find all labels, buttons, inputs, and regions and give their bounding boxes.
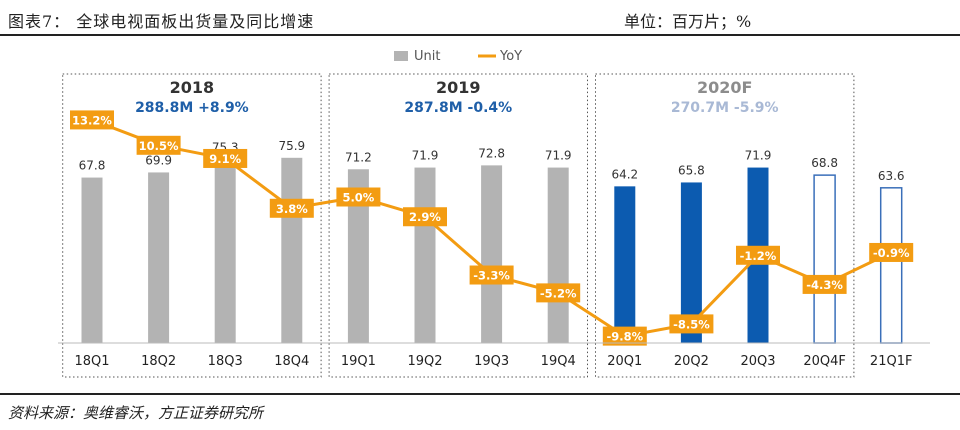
bar-value-19Q2: 71.9 <box>412 149 439 163</box>
yoy-label-box-18Q3 <box>203 148 248 168</box>
yoy-label-box-18Q1 <box>70 110 114 130</box>
yoy-label-box-19Q2 <box>403 207 447 227</box>
figure-title: 图表7： 全球电视面板出货量及同比增速 <box>8 12 315 31</box>
x-tick-18Q4: 18Q4 <box>274 354 309 369</box>
bar-value-20Q2: 65.8 <box>678 163 705 177</box>
yoy-label-21Q1F: -0.9% <box>873 246 910 260</box>
bar-19Q4 <box>547 167 569 343</box>
yoy-label-19Q1: 5.0% <box>342 191 374 205</box>
group-year-label: 2018 <box>170 78 215 97</box>
yoy-label-18Q3: 9.1% <box>209 152 241 166</box>
yoy-label-box-19Q3 <box>469 265 514 285</box>
group-total-growth: 270.7M -5.9% <box>671 100 779 116</box>
yoy-label-19Q4: -5.2% <box>540 286 577 300</box>
yoy-label-box-20Q4F <box>802 274 847 294</box>
bar-value-20Q4F: 68.8 <box>811 156 838 170</box>
bar-value-19Q4: 71.9 <box>545 149 572 163</box>
yoy-label-box-20Q1 <box>602 326 647 346</box>
yoy-label-box-20Q3 <box>736 245 780 265</box>
yoy-label-20Q4F: -4.3% <box>806 278 843 292</box>
bar-value-18Q2: 69.9 <box>145 153 172 167</box>
x-tick-19Q3: 19Q3 <box>474 354 509 369</box>
group-year-label: 2020F <box>697 78 752 97</box>
source-note: 资料来源：奥维睿沃，方正证券研究所 <box>8 404 264 422</box>
x-tick-19Q2: 19Q2 <box>407 354 442 369</box>
top-rule <box>0 34 960 36</box>
bar-value-19Q1: 71.2 <box>345 150 372 164</box>
yoy-label-19Q2: 2.9% <box>409 210 441 224</box>
legend-unit-label: Unit <box>414 49 440 64</box>
bar-value-20Q3: 71.9 <box>745 149 772 163</box>
x-tick-20Q1: 20Q1 <box>607 354 642 369</box>
figure-header: 图表7： 全球电视面板出货量及同比增速 单位：百万片；% <box>0 0 960 34</box>
bar-value-19Q3: 72.8 <box>478 146 505 160</box>
group-total-growth: 287.8M -0.4% <box>404 100 512 116</box>
bar-20Q2 <box>680 182 702 343</box>
bottom-rule <box>0 393 960 395</box>
legend-unit-swatch <box>394 51 408 61</box>
bar-19Q3 <box>481 165 503 343</box>
yoy-label-box-20Q2 <box>669 314 714 334</box>
bar-19Q1 <box>347 169 369 343</box>
x-tick-19Q1: 19Q1 <box>341 354 376 369</box>
bar-20Q1 <box>614 186 636 343</box>
yoy-label-18Q4: 3.8% <box>276 202 308 216</box>
yoy-label-19Q3: -3.3% <box>473 269 510 283</box>
yoy-label-20Q3: -1.2% <box>740 249 777 263</box>
x-tick-18Q3: 18Q3 <box>208 354 243 369</box>
yoy-label-box-21Q1F <box>869 242 914 262</box>
bar-value-21Q1F: 63.6 <box>878 169 905 183</box>
yoy-label-20Q2: -8.5% <box>673 317 710 331</box>
yoy-label-18Q1: 13.2% <box>72 113 112 127</box>
x-tick-19Q4: 19Q4 <box>541 354 576 369</box>
group-box-2020F <box>595 73 855 378</box>
x-tick-18Q1: 18Q1 <box>74 354 109 369</box>
group-box-2018 <box>62 73 322 378</box>
x-tick-labels: 18Q1 18Q2 18Q3 18Q4 19Q1 19Q2 19Q3 19Q4 20Q1 20Q2… <box>58 342 930 369</box>
bar-20Q4F <box>813 174 836 344</box>
bar-value-20Q1: 64.2 <box>611 167 638 181</box>
x-tick-20Q2: 20Q2 <box>674 354 709 369</box>
yoy-line-layer: 13.2% 10.5% 9.1% 3.8% 5.0% 2.9% -3.3% -5.2% -9.8… <box>70 110 914 346</box>
bar-18Q4 <box>281 157 303 343</box>
group-year-label: 2019 <box>436 78 481 97</box>
yoy-label-box-18Q2 <box>136 135 181 155</box>
bar-18Q1 <box>81 177 103 343</box>
legend: Unit YoY <box>394 49 522 64</box>
yoy-label-box-18Q4 <box>269 198 314 218</box>
chart: 2018 288.8M +8.9% 2019 287.8M -0.4% 2020F 270… <box>58 49 930 378</box>
yoy-label-20Q1: -9.8% <box>606 330 643 344</box>
group-boxes: 2018 288.8M +8.9% 2019 287.8M -0.4% 2020F 270… <box>62 73 855 378</box>
group-box-2019 <box>328 73 588 378</box>
x-tick-20Q4F: 20Q4F <box>803 354 846 369</box>
yoy-label-box-19Q1 <box>336 187 381 207</box>
legend-yoy-label: YoY <box>499 49 522 64</box>
bar-19Q2 <box>414 167 436 343</box>
bar-18Q3 <box>214 159 236 343</box>
x-tick-18Q2: 18Q2 <box>141 354 176 369</box>
x-tick-21Q1F: 21Q1F <box>870 354 913 369</box>
yoy-label-box-19Q4 <box>536 283 581 303</box>
bar-value-18Q4: 75.9 <box>278 139 305 153</box>
bar-value-18Q1: 67.8 <box>79 159 106 173</box>
bar-21Q1F <box>879 187 903 344</box>
group-total-growth: 288.8M +8.9% <box>135 100 249 116</box>
x-tick-20Q3: 20Q3 <box>740 354 775 369</box>
bar-18Q2 <box>148 172 170 343</box>
unit-note: 单位：百万片；% <box>624 12 752 31</box>
yoy-label-18Q2: 10.5% <box>139 139 179 153</box>
